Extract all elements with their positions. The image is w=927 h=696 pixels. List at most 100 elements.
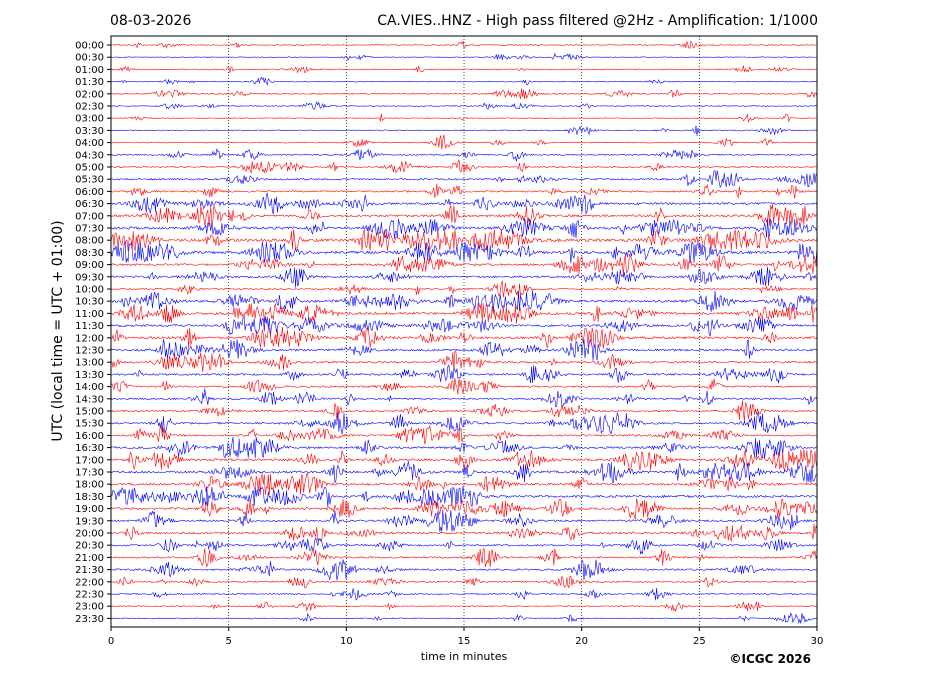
x-tick-label: 25 — [693, 636, 706, 647]
trace-row — [110, 125, 818, 136]
row-label: 12:00 — [75, 333, 104, 344]
row-label: 07:00 — [75, 211, 104, 222]
row-label: 01:00 — [75, 65, 104, 76]
row-label: 23:00 — [75, 602, 104, 613]
trace-row — [110, 88, 818, 100]
trace-row — [110, 601, 818, 612]
row-label: 13:00 — [75, 358, 104, 369]
copyright-label: ©ICGC 2026 — [729, 652, 811, 666]
date-label: 08-03-2026 — [110, 13, 191, 29]
row-label: 15:00 — [75, 407, 104, 418]
row-label: 01:30 — [75, 77, 104, 88]
trace-row — [111, 134, 818, 150]
x-tick-label: 30 — [811, 636, 824, 647]
trace-row — [110, 523, 818, 542]
row-label: 09:00 — [75, 260, 104, 271]
row-label: 06:00 — [75, 187, 104, 198]
trace-row — [110, 485, 818, 507]
x-axis-label: time in minutes — [421, 650, 508, 663]
row-label: 12:30 — [75, 346, 104, 357]
trace-row — [110, 229, 818, 252]
trace-row — [110, 411, 818, 435]
trace-row — [111, 424, 818, 445]
trace-row — [110, 377, 818, 395]
trace-row — [111, 170, 818, 188]
trace-row — [111, 40, 818, 49]
row-label: 14:00 — [75, 382, 104, 393]
x-tick-label: 10 — [340, 636, 353, 647]
trace-row — [110, 327, 818, 349]
row-label: 21:30 — [75, 565, 104, 576]
row-label: 00:30 — [75, 53, 104, 64]
row-label: 22:00 — [75, 577, 104, 588]
trace-row — [110, 266, 818, 288]
chart-title: CA.VIES..HNZ - High pass filtered @2Hz -… — [377, 13, 818, 29]
row-label: 11:30 — [75, 321, 104, 332]
trace-row — [110, 537, 817, 555]
trace-row — [110, 547, 818, 568]
row-label: 04:00 — [75, 138, 104, 149]
row-label: 23:30 — [75, 614, 104, 625]
trace-row — [110, 192, 818, 215]
trace-row — [110, 472, 818, 496]
trace-row — [110, 339, 818, 361]
trace-row — [110, 316, 818, 337]
row-label: 19:30 — [75, 516, 104, 527]
row-label: 11:00 — [75, 309, 104, 320]
row-label: 04:30 — [75, 150, 104, 161]
row-label: 22:30 — [75, 590, 104, 601]
row-label: 10:00 — [75, 285, 104, 296]
trace-row — [110, 364, 818, 384]
row-label: 00:00 — [75, 41, 104, 52]
row-label: 02:00 — [75, 89, 104, 100]
row-label: 16:30 — [75, 443, 104, 454]
row-label: 17:00 — [75, 455, 104, 466]
trace-row — [110, 559, 818, 581]
row-label: 03:00 — [75, 114, 104, 125]
trace-row — [110, 65, 818, 73]
trace-row — [110, 159, 818, 174]
row-label: 05:30 — [75, 175, 104, 186]
row-label: 20:30 — [75, 541, 104, 552]
row-label: 16:00 — [75, 431, 104, 442]
row-label: 20:00 — [75, 529, 104, 540]
trace-row — [110, 351, 818, 373]
trace-row — [110, 436, 818, 459]
trace-row — [110, 280, 818, 299]
trace-row — [110, 612, 818, 625]
row-label: 21:00 — [75, 553, 104, 564]
x-tick-label: 5 — [225, 636, 231, 647]
trace-row — [110, 498, 818, 520]
row-label: 14:30 — [75, 394, 104, 405]
trace-row — [110, 509, 818, 532]
row-label: 03:30 — [75, 126, 104, 137]
trace-row — [110, 218, 818, 240]
row-label: 19:00 — [75, 504, 104, 515]
trace-row — [110, 290, 818, 312]
row-label: 07:30 — [75, 224, 104, 235]
x-axis-ticks: 0 5 10 15 20 25 30 — [108, 627, 824, 647]
row-label: 15:30 — [75, 419, 104, 430]
x-tick-label: 20 — [575, 636, 588, 647]
trace-row — [110, 183, 818, 199]
trace-row — [110, 113, 817, 123]
trace-rows — [110, 40, 818, 625]
trace-row — [110, 575, 818, 589]
trace-row — [110, 241, 818, 264]
trace-row — [110, 587, 818, 601]
y-axis-label: UTC (local time = UTC + 01:00) — [50, 220, 66, 441]
row-label: 08:30 — [75, 248, 104, 259]
trace-row — [110, 400, 818, 422]
vertical-grid — [228, 36, 700, 627]
x-tick-label: 15 — [458, 636, 471, 647]
row-label: 13:30 — [75, 370, 104, 381]
row-label: 18:30 — [75, 492, 104, 503]
trace-row — [110, 204, 818, 227]
row-label: 10:30 — [75, 297, 104, 308]
trace-row — [110, 253, 818, 276]
trace-row — [110, 460, 818, 484]
trace-row — [110, 302, 818, 324]
row-label: 08:00 — [75, 236, 104, 247]
